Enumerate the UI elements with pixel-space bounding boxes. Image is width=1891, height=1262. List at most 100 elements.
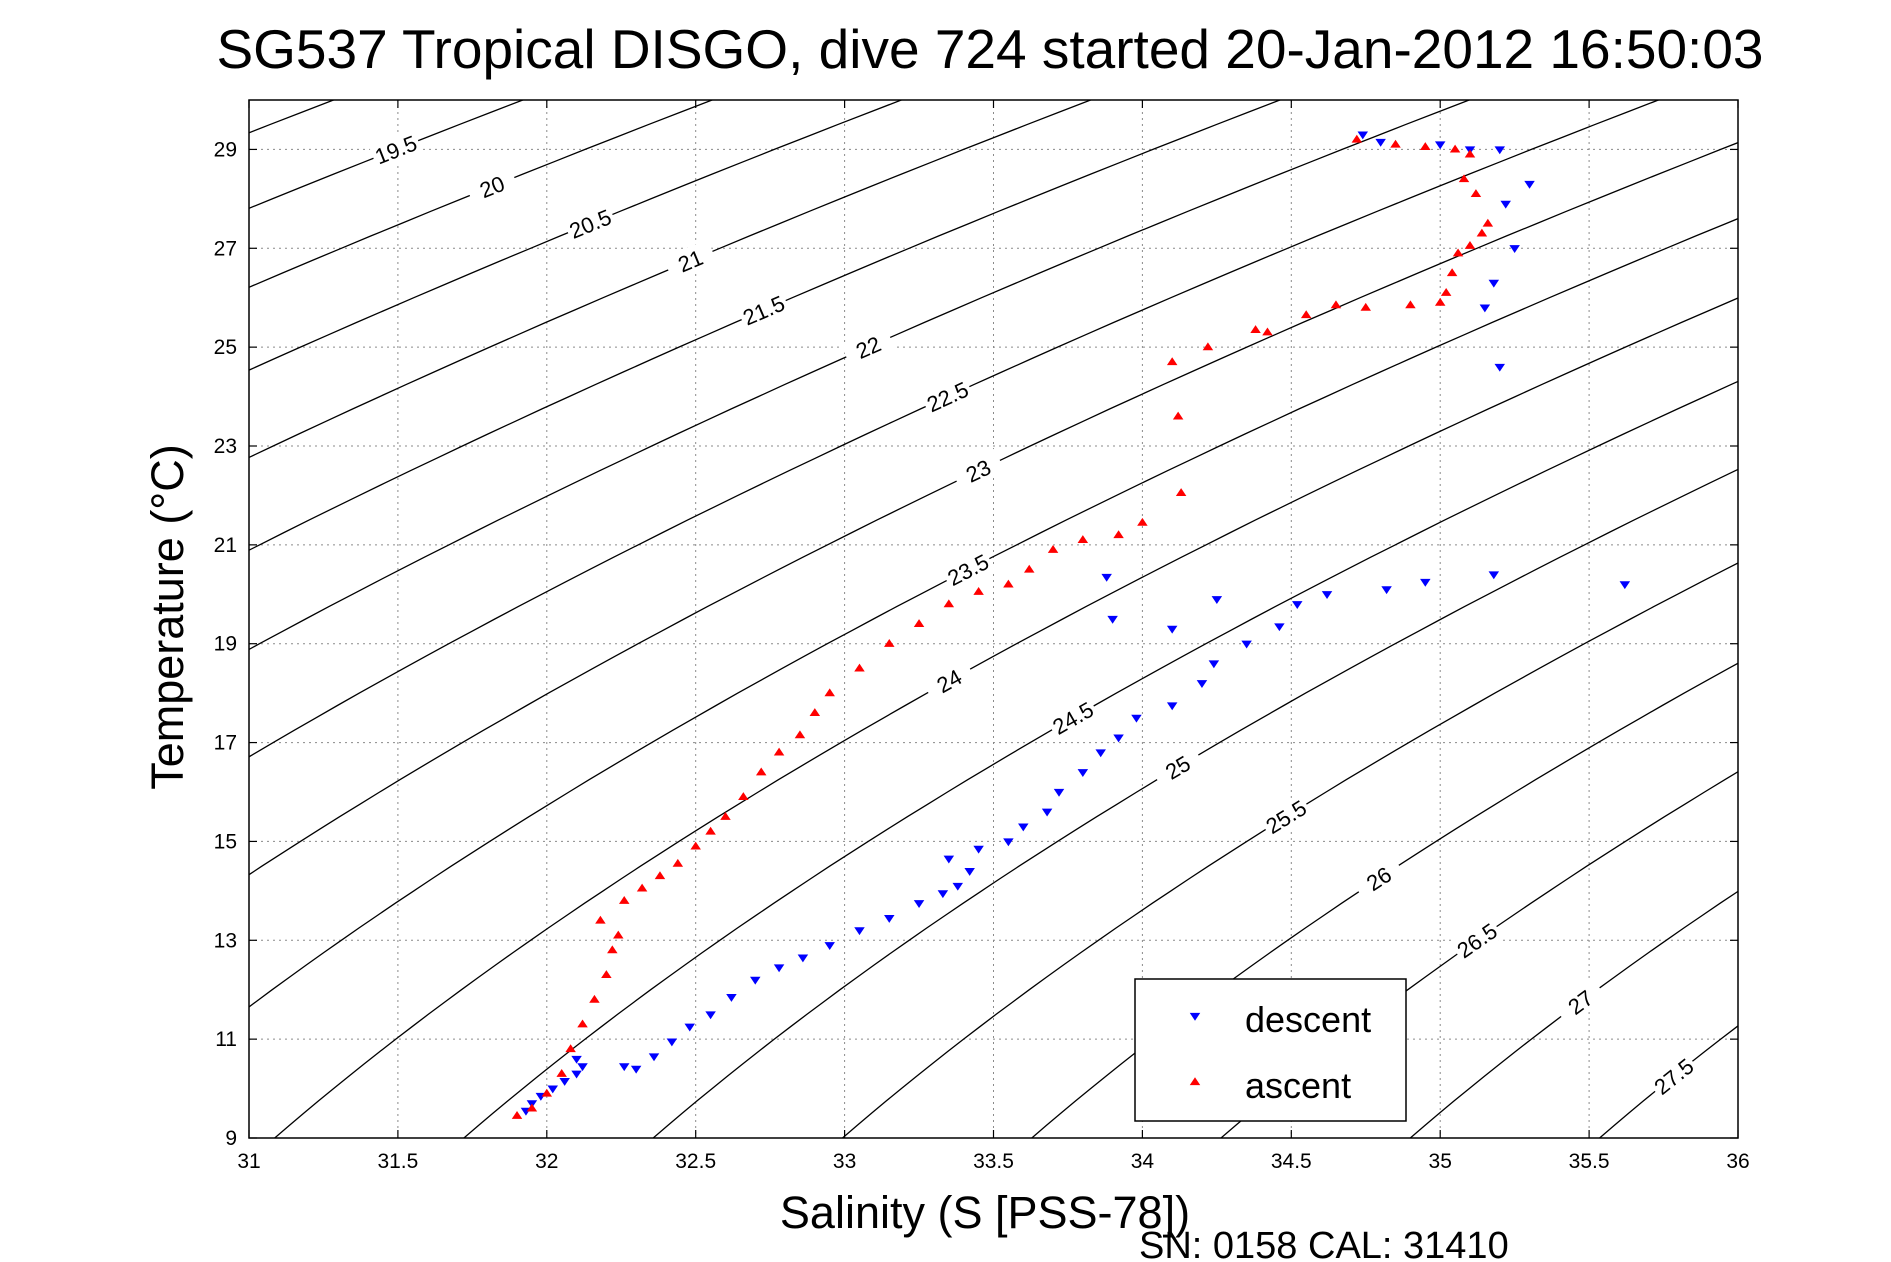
y-tick-label: 23 xyxy=(214,435,237,458)
density-contours: 19.52020.52121.52222.52323.52424.52525.5… xyxy=(249,100,1738,1138)
density-contour-line xyxy=(249,100,1282,551)
density-contour-line xyxy=(462,380,1738,1138)
ascent-point xyxy=(526,1103,538,1112)
x-tick-label: 35 xyxy=(1429,1150,1452,1173)
ascent-point xyxy=(1300,310,1312,319)
ascent-point xyxy=(1440,287,1452,296)
ascent-point xyxy=(973,587,984,595)
y-tick-label: 29 xyxy=(214,138,237,161)
ascent-point xyxy=(1023,564,1035,573)
contour-label-bg xyxy=(563,202,618,245)
descent-point xyxy=(1494,146,1506,155)
ascent-point xyxy=(854,663,865,672)
ascent-point xyxy=(884,638,895,647)
density-contour-line xyxy=(249,141,1738,876)
density-contour-line xyxy=(249,217,1738,1008)
density-contour-line xyxy=(249,100,1093,459)
ascent-point xyxy=(1175,488,1187,497)
ascent-point xyxy=(1172,411,1184,420)
y-tick-label: 9 xyxy=(225,1127,237,1150)
ascent-point xyxy=(556,1068,567,1077)
ascent-point xyxy=(618,895,630,904)
ascent-point xyxy=(1458,174,1470,183)
descent-point xyxy=(1619,581,1631,590)
ascent-point xyxy=(1482,218,1494,227)
chart-title: SG537 Tropical DISGO, dive 724 started 2… xyxy=(216,18,1763,80)
descent-point xyxy=(750,976,761,985)
descent-point xyxy=(1101,573,1112,582)
ascent-point xyxy=(511,1110,523,1119)
descent-point xyxy=(1434,141,1446,150)
ascent-point xyxy=(1390,139,1401,148)
density-contour-line xyxy=(652,468,1738,1138)
descent-point xyxy=(773,964,785,973)
descent-point xyxy=(937,890,949,899)
ascent-point xyxy=(636,883,648,892)
contour-label-bg xyxy=(921,657,977,704)
descent-point xyxy=(1500,200,1511,209)
descent-point xyxy=(705,1011,716,1020)
contour-label-bg xyxy=(663,239,718,282)
descent-point xyxy=(1113,734,1124,743)
x-tick-label: 32 xyxy=(535,1150,558,1173)
ascent-point xyxy=(1446,268,1458,277)
descent-point xyxy=(884,914,895,923)
descent-point xyxy=(1292,601,1303,609)
ascent-point xyxy=(755,767,767,776)
ascent-point xyxy=(794,730,806,739)
axis-ticks: 31 31.5 32 32.5 33 33.5 34 34.5 35 35.5 36 9 11 13 15 1… xyxy=(214,100,1750,1173)
ascent-point xyxy=(1351,134,1363,143)
x-tick-label: 32.5 xyxy=(675,1150,716,1173)
descent-point xyxy=(1131,714,1142,723)
descent-point xyxy=(618,1063,630,1072)
ascent-point xyxy=(705,826,716,835)
descent-point xyxy=(1375,138,1386,147)
descent-point xyxy=(648,1053,660,1062)
ascent-point xyxy=(738,792,749,801)
y-tick-label: 27 xyxy=(214,237,237,260)
ascent-point xyxy=(1405,300,1416,309)
descent-point xyxy=(1095,749,1106,758)
contour-label-bg xyxy=(1258,793,1314,841)
contour-label-bg xyxy=(1045,694,1101,742)
ascent-point xyxy=(1360,302,1371,311)
ascent-point xyxy=(1262,327,1273,336)
plot-area: 19.52020.52121.52222.52323.52424.52525.5… xyxy=(214,99,1750,1173)
y-tick-label: 25 xyxy=(214,336,237,359)
ascent-point xyxy=(1420,142,1431,151)
descent-point xyxy=(1077,769,1089,778)
x-tick-label: 33 xyxy=(833,1150,856,1173)
descent-point xyxy=(571,1055,582,1064)
ascent-point xyxy=(1470,189,1482,198)
y-tick-label: 19 xyxy=(214,633,237,656)
descent-point xyxy=(973,845,984,854)
contour-label-bg xyxy=(1646,1051,1701,1102)
descent-point xyxy=(964,867,975,876)
density-contour-line xyxy=(249,100,904,371)
descent-point xyxy=(1196,680,1208,689)
ascent-point xyxy=(690,841,701,850)
x-tick-label: 31 xyxy=(237,1150,260,1173)
density-contour-line xyxy=(249,100,1472,651)
descent-point xyxy=(1041,808,1053,817)
descent-point xyxy=(1166,702,1178,711)
ascent-point xyxy=(1464,149,1476,158)
y-tick-label: 13 xyxy=(214,929,237,952)
ascent-point xyxy=(1202,342,1214,351)
ascent-point xyxy=(577,1019,588,1028)
ascent-point xyxy=(720,811,731,820)
y-tick-label: 17 xyxy=(214,732,237,755)
descent-point xyxy=(1107,615,1118,624)
ascent-point xyxy=(809,708,821,717)
ascent-point xyxy=(1476,228,1488,237)
ascent-point xyxy=(672,858,684,867)
contour-label-bg xyxy=(736,288,791,332)
descent-point xyxy=(1479,304,1491,313)
descent-point xyxy=(1357,131,1369,140)
descent-point xyxy=(1488,279,1500,288)
descent-point xyxy=(1488,571,1500,580)
descent-point xyxy=(824,942,835,951)
descent-point xyxy=(666,1038,678,1047)
descent-point xyxy=(1211,596,1223,605)
